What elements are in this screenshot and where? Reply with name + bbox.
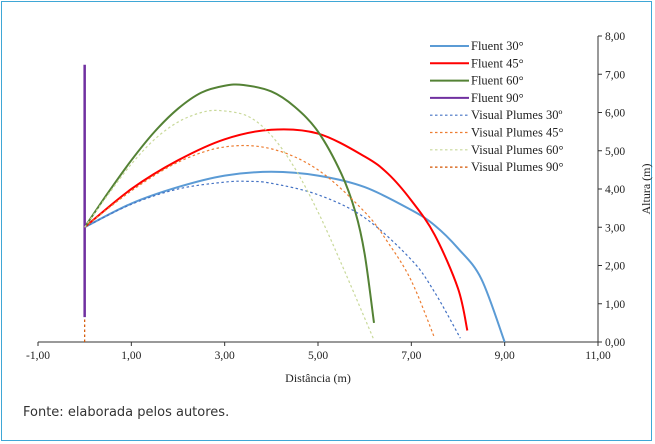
series-line	[84, 180, 461, 339]
x-tick-label: 11,00	[585, 350, 611, 362]
y-axis-title: Altura (m)	[639, 164, 653, 215]
series-line	[84, 109, 375, 341]
legend-label: Visual Plumes 60°	[471, 143, 563, 157]
x-tick-label: 9,00	[495, 350, 515, 362]
x-tick-label: 1,00	[121, 350, 141, 362]
series-line	[84, 170, 506, 343]
legend-label: Fluent 90°	[471, 91, 524, 105]
y-tick-label: 0,00	[605, 337, 625, 349]
series-line	[83, 83, 375, 324]
x-tick-label: -1,00	[26, 350, 50, 362]
y-tick-label: 7,00	[605, 69, 625, 81]
series-layer	[83, 64, 506, 343]
x-tick-label: 3,00	[215, 350, 235, 362]
figure-caption: Fonte: elaborada pelos autores.	[23, 405, 230, 420]
y-tick-label: 5,00	[605, 146, 625, 158]
legend-label: Fluent 30°	[471, 39, 524, 53]
series-line	[84, 144, 436, 339]
y-tick-label: 1,00	[605, 299, 625, 311]
x-axis-title: Distância (m)	[285, 371, 351, 385]
legend-label: Visual Plumes 90°	[471, 160, 563, 174]
x-tick-label: 5,00	[308, 350, 328, 362]
axes: -1,00 1,00 3,00 5,00 7,00 9,00 11,000,00 1,00 2,…	[26, 31, 625, 362]
y-tick-label: 6,00	[605, 108, 625, 120]
legend-label: Fluent 60°	[471, 74, 524, 88]
series-line	[84, 128, 469, 331]
y-tick-label: 4,00	[605, 184, 625, 196]
y-tick-label: 3,00	[605, 222, 625, 234]
legend-label: Visual Plumes 30º	[471, 108, 562, 122]
y-tick-label: 8,00	[605, 31, 625, 43]
legend: Fluent 30° Fluent 45° Fluent 60° Fluent 90°…	[430, 39, 563, 174]
legend-label: Fluent 45°	[471, 56, 524, 70]
y-tick-label: 2,00	[605, 261, 625, 273]
x-tick-label: 7,00	[401, 350, 421, 362]
legend-label: Visual Plumes 45°	[471, 126, 563, 140]
